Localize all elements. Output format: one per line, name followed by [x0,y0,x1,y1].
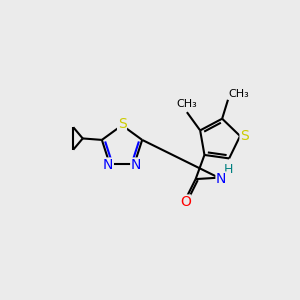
Text: H: H [223,163,233,176]
Text: N: N [216,172,226,186]
Text: N: N [131,158,141,172]
Text: S: S [118,117,126,131]
Text: CH₃: CH₃ [176,99,197,109]
Text: CH₃: CH₃ [228,89,249,99]
Text: O: O [180,195,191,209]
Text: N: N [103,158,113,172]
Text: S: S [240,129,249,143]
